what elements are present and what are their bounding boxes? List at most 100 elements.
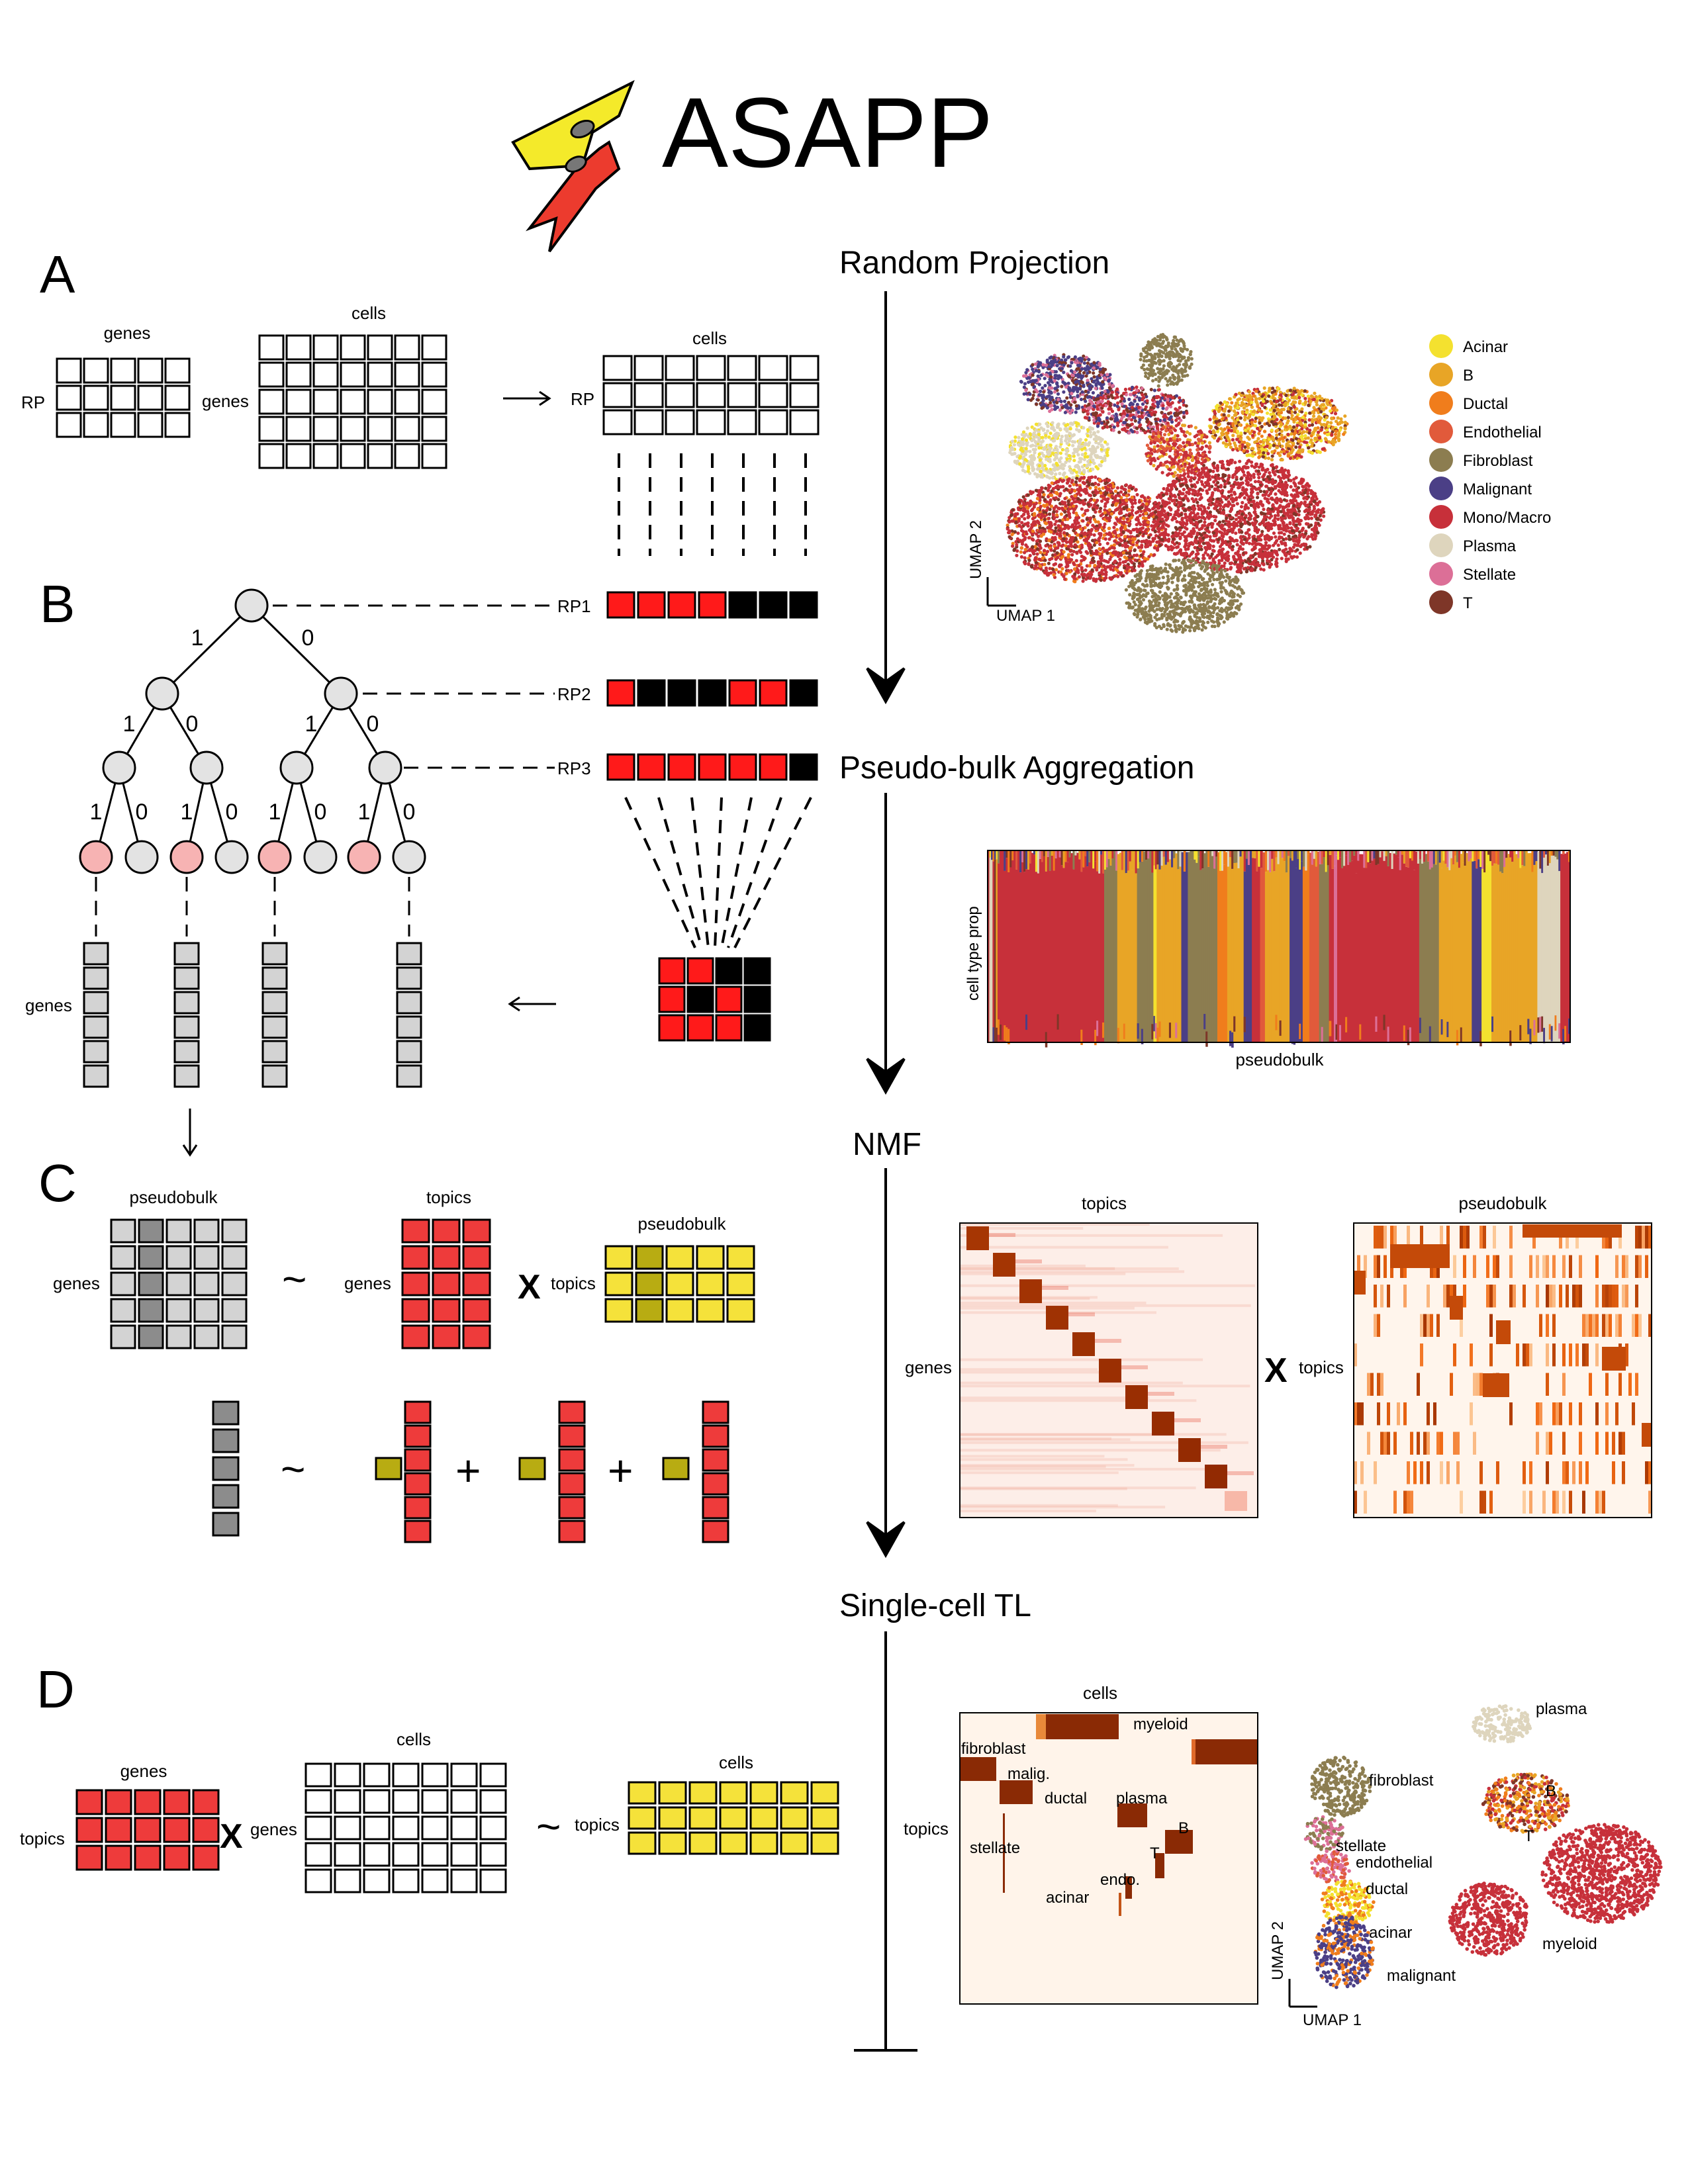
umap-point xyxy=(1074,380,1078,385)
umap-point xyxy=(1082,361,1086,365)
umap-point xyxy=(1280,458,1284,462)
umap-point xyxy=(1313,428,1317,432)
umap-point xyxy=(1331,406,1335,410)
umap-point xyxy=(1055,432,1059,435)
umap-point xyxy=(1076,390,1080,394)
umap-point xyxy=(1303,440,1307,444)
umap-point xyxy=(1086,361,1090,365)
umap-point xyxy=(1172,382,1176,387)
umap-point xyxy=(1121,530,1125,534)
umap-point xyxy=(1165,371,1169,375)
umap-point xyxy=(1105,373,1109,377)
umap-point xyxy=(1055,382,1059,386)
umap-point xyxy=(1130,495,1134,500)
matrix-cell xyxy=(285,361,312,388)
umap-point xyxy=(1134,511,1138,515)
umap-point xyxy=(1023,547,1027,551)
umap-point xyxy=(1056,423,1060,427)
umap-point xyxy=(1084,355,1088,359)
umap-point xyxy=(1062,399,1066,404)
umap-point xyxy=(1125,557,1129,561)
umap-point xyxy=(1123,490,1128,494)
umap-point xyxy=(1083,556,1087,561)
matrix-cell xyxy=(56,385,82,411)
umap-point xyxy=(1020,514,1024,518)
umap-point xyxy=(1182,363,1186,367)
umap-point xyxy=(1324,437,1328,441)
umap-point xyxy=(1092,533,1096,537)
umap-point xyxy=(1035,402,1039,406)
umap-point xyxy=(1135,516,1140,520)
umap-point xyxy=(1152,404,1156,408)
umap-point xyxy=(1031,373,1035,377)
umap-point xyxy=(1105,551,1109,555)
umap-point xyxy=(1115,392,1119,396)
umap-point xyxy=(1080,453,1084,457)
umap-point xyxy=(1055,455,1058,459)
umap-point xyxy=(1063,410,1067,414)
umap-point xyxy=(1032,467,1036,471)
umap-point xyxy=(1048,508,1052,512)
umap-point xyxy=(1303,396,1307,400)
umap-point xyxy=(1184,365,1188,369)
umap-point xyxy=(1257,451,1261,455)
umap-point xyxy=(1112,425,1116,429)
umap-point xyxy=(1036,398,1040,402)
umap-point xyxy=(1026,521,1030,525)
umap-point xyxy=(1058,445,1062,449)
umap-point xyxy=(1055,513,1059,517)
umap-point xyxy=(1150,356,1154,360)
umap-point xyxy=(1047,365,1051,369)
umap-point xyxy=(1086,434,1090,438)
umap-point xyxy=(1050,481,1054,485)
umap-point xyxy=(1174,495,1178,499)
umap-point xyxy=(1101,426,1105,430)
umap-point xyxy=(1116,551,1120,555)
umap-point xyxy=(1096,430,1100,433)
umap-point xyxy=(1059,512,1063,516)
umap-point xyxy=(1295,415,1299,419)
umap-point xyxy=(1078,387,1082,390)
umap-point xyxy=(1047,516,1051,520)
umap-point xyxy=(1022,385,1026,389)
matrix-cell xyxy=(665,382,695,408)
umap-point xyxy=(1146,376,1150,381)
umap-point xyxy=(1062,390,1066,394)
umap-point xyxy=(1158,338,1162,342)
umap-point xyxy=(1287,410,1291,414)
umap-point xyxy=(1103,440,1107,444)
umap-point xyxy=(1086,455,1090,459)
umap-point xyxy=(1168,416,1172,420)
umap-point xyxy=(1294,445,1298,449)
umap-point xyxy=(1174,394,1178,398)
umap-point xyxy=(1166,363,1170,367)
umap-point xyxy=(1066,555,1070,559)
umap-point xyxy=(1113,559,1117,563)
umap-point xyxy=(1264,448,1268,452)
umap-point xyxy=(1059,440,1063,444)
umap-point xyxy=(1090,527,1094,531)
umap-point xyxy=(1120,402,1124,406)
matrix-genes-cells xyxy=(258,334,447,469)
umap-point xyxy=(1068,549,1072,553)
umap-point xyxy=(1039,469,1043,474)
label-genes-a: genes xyxy=(104,323,151,343)
umap-point xyxy=(1031,538,1035,542)
umap-point xyxy=(1145,502,1149,506)
umap-point xyxy=(1049,398,1053,402)
umap-point xyxy=(1123,427,1127,431)
umap-point xyxy=(1182,347,1187,351)
umap-point xyxy=(1319,416,1323,420)
umap-point xyxy=(1262,451,1266,455)
umap-point xyxy=(1118,557,1122,561)
umap-point xyxy=(1217,437,1221,441)
umap-point xyxy=(1128,522,1132,526)
umap-point xyxy=(1029,503,1033,507)
umap-point xyxy=(1031,447,1035,451)
umap-point xyxy=(1103,376,1107,380)
umap-point xyxy=(1142,396,1146,400)
umap-point xyxy=(1022,506,1026,510)
matrix-cell xyxy=(367,388,393,415)
umap-point xyxy=(1102,564,1106,568)
umap-point xyxy=(1166,398,1170,402)
